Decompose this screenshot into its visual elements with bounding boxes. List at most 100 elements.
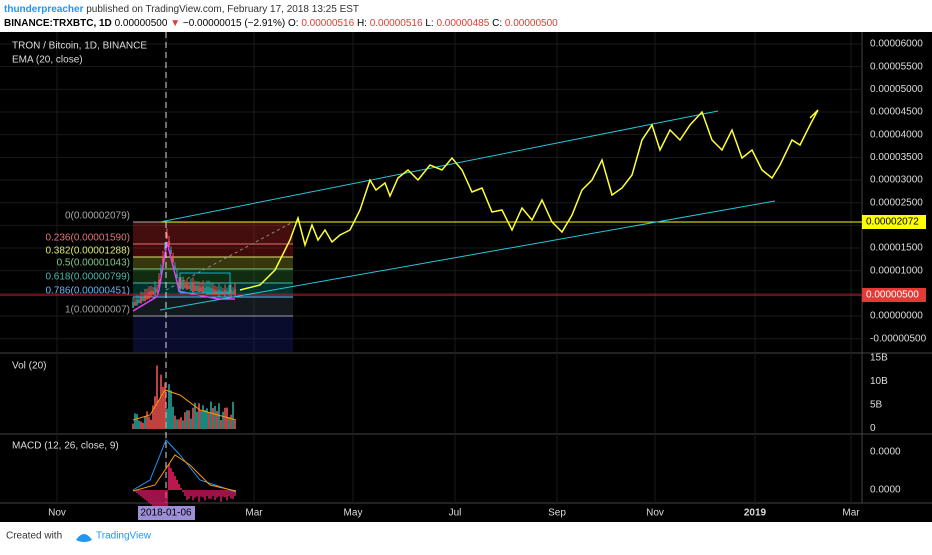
time-tick-label: Mar (842, 508, 860, 519)
volume-bar (232, 401, 234, 429)
macd-hist (174, 476, 176, 490)
candle-body (146, 293, 148, 300)
candle-body (182, 282, 184, 290)
pane-indicator: EMA (20, close) (12, 55, 83, 66)
volume-tick-label: 10B (870, 376, 888, 387)
volume-tick-label: 5B (870, 400, 883, 411)
volume-bar (226, 407, 228, 429)
macd-hist (208, 490, 210, 499)
macd-hist (200, 490, 202, 497)
ohlc-value: 0.00000500 (505, 18, 558, 29)
price-tag-bg (862, 288, 926, 302)
candle-body (180, 282, 182, 289)
candle-body (202, 286, 204, 294)
volume-bar (150, 419, 152, 429)
macd-hist (140, 490, 142, 497)
price-tag-bg (862, 215, 926, 229)
candle-body (138, 299, 140, 304)
ema-line (132, 241, 235, 312)
macd-hist (202, 490, 204, 498)
volume-bar (220, 419, 222, 429)
candle-body (154, 287, 156, 297)
macd-hist (194, 490, 196, 498)
candle-body (132, 302, 134, 308)
price-tick-label: 0.00001000 (870, 265, 923, 276)
candle-body (212, 288, 214, 296)
ohlc-key: C: (492, 18, 502, 29)
header-line1: thunderpreacher published on TradingView… (4, 4, 359, 15)
volume-bar (158, 399, 160, 429)
candle-body (172, 257, 174, 263)
candle-body (174, 266, 176, 270)
footer-brand: TradingView (96, 531, 152, 542)
macd-hist (180, 488, 182, 490)
candle-body (196, 285, 198, 292)
macd-hist (228, 490, 230, 497)
pane-title: Vol (20) (12, 361, 46, 372)
candle-body (188, 285, 190, 289)
time-tick-label: 2018-01-06 (140, 508, 192, 519)
change: −0.00000015 (−2.91%) (183, 18, 285, 29)
arrow: ▼ (170, 18, 180, 29)
volume-bar (160, 374, 162, 429)
ohlc-value: 0.00000516 (370, 18, 423, 29)
candle-body (200, 287, 202, 292)
header-line2: BINANCE:TRXBTC, 1D 0.00000500 ▼ −0.00000… (4, 18, 558, 29)
price-tick-label: 0.00003000 (870, 175, 923, 186)
volume-bar (162, 386, 164, 429)
candle-body (142, 296, 144, 302)
time-tick-label: Nov (646, 508, 664, 519)
price-tag: 0.00002072 (866, 217, 919, 228)
ohlc-value: 0.00000485 (436, 18, 489, 29)
dashed-trend (165, 221, 294, 291)
volume-bar (196, 411, 198, 429)
volume-ma (132, 389, 237, 421)
volume-bar (168, 384, 170, 429)
fib-label: 0(0.00002079) (65, 211, 130, 222)
volume-bar (170, 390, 172, 429)
volume-bar (224, 407, 226, 429)
volume-bar (152, 405, 154, 429)
macd-hist (216, 490, 218, 498)
candle-body (152, 290, 154, 296)
time-tick-label: 2019 (744, 508, 767, 519)
price-tick-label: 0.00000000 (870, 311, 923, 322)
candle-body (190, 284, 192, 292)
forecast-drawing (239, 109, 819, 291)
macd-hist (232, 490, 234, 499)
price-tick-label: -0.00000500 (870, 333, 927, 344)
volume-bar (148, 416, 150, 429)
fib-band (133, 222, 293, 244)
macd-hist (138, 490, 140, 495)
macd-hist (168, 464, 170, 490)
volume-tick-label: 15B (870, 353, 888, 364)
macd-hist (210, 490, 212, 499)
candle-body (164, 245, 166, 251)
fib-label: 0.5(0.00001043) (57, 258, 130, 269)
candle-body (134, 301, 136, 306)
macd-hist (206, 490, 208, 497)
fib-band (133, 257, 293, 269)
ohlc-key: O: (288, 18, 299, 29)
volume-bar (222, 411, 224, 429)
fib-label: 0.236(0.00001590) (45, 233, 130, 244)
ohlc-key: H: (357, 18, 367, 29)
macd-hist (178, 484, 180, 490)
published: published on TradingView.com, February 1… (86, 4, 359, 15)
fib-label: 0.618(0.00000799) (45, 272, 130, 283)
price-tick-label: 0.00006000 (870, 39, 923, 50)
macd-tick-label: 0.0000 (870, 447, 901, 458)
macd-hist (164, 490, 166, 516)
volume-bar (144, 415, 146, 429)
candle-body (192, 283, 194, 293)
volume-bar (154, 396, 156, 429)
macd-hist (152, 490, 154, 506)
volume-bar (136, 414, 138, 429)
volume-tick-label: 0 (870, 423, 876, 434)
candle-body (162, 256, 164, 264)
fib-band (133, 269, 293, 283)
volume-bar (200, 411, 202, 429)
candle-body (194, 285, 196, 292)
price-tick-label: 0.00001500 (870, 243, 923, 254)
